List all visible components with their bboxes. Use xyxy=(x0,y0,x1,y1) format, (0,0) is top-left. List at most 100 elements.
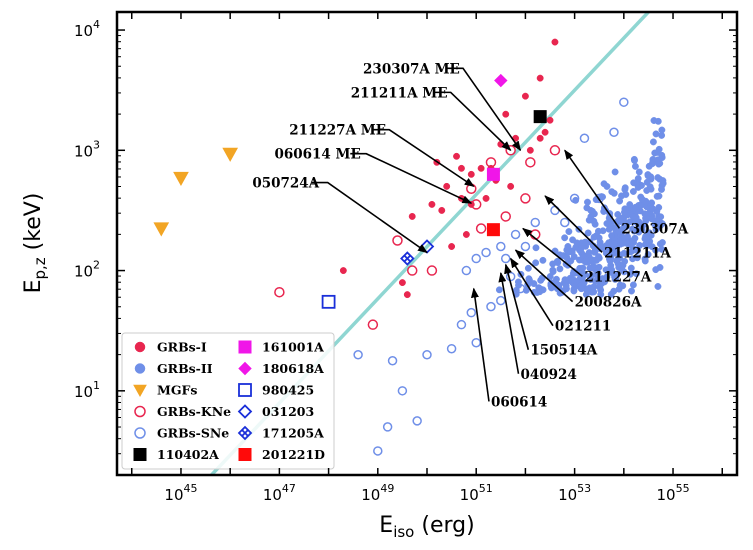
data-point xyxy=(655,160,663,168)
data-point xyxy=(546,116,554,124)
data-point xyxy=(607,219,615,227)
annotations-layer: 230307A ME 211211A ME 211227A ME 060614 ME 0… xyxy=(252,61,688,410)
legend-marker-171205A xyxy=(237,425,253,441)
data-point xyxy=(443,182,451,190)
annotation-230307A-ME: 230307A ME xyxy=(363,61,460,77)
data-point xyxy=(398,279,406,287)
legend-label-180618A: 180618A xyxy=(262,361,324,376)
legend-label-MGFs: MGFs xyxy=(157,383,197,398)
annotation-arrow xyxy=(470,287,490,402)
data-point xyxy=(520,193,531,204)
data-point xyxy=(620,249,628,257)
data-point xyxy=(153,222,170,237)
series-mgfs xyxy=(153,147,239,237)
data-point xyxy=(642,197,650,205)
data-point xyxy=(627,248,635,256)
data-point xyxy=(573,239,581,247)
data-point xyxy=(500,211,511,222)
x-tick-label: 1047 xyxy=(263,482,296,504)
data-point xyxy=(541,128,549,136)
point-171205A xyxy=(400,251,415,266)
data-point xyxy=(428,200,436,208)
data-point xyxy=(556,265,564,273)
data-point xyxy=(581,270,589,278)
point-161001A xyxy=(486,167,500,181)
data-point xyxy=(422,349,432,360)
data-point xyxy=(631,157,638,164)
data-point xyxy=(461,265,472,276)
data-point xyxy=(616,197,624,205)
points-layer xyxy=(153,38,667,456)
data-point xyxy=(579,133,590,144)
data-point xyxy=(569,193,580,204)
data-point xyxy=(353,349,363,360)
data-point xyxy=(477,164,485,172)
data-point xyxy=(507,182,515,190)
data-point xyxy=(588,264,596,272)
data-point xyxy=(521,92,529,100)
data-point xyxy=(599,227,607,235)
data-point xyxy=(392,235,403,246)
data-point xyxy=(600,275,608,283)
legend-label-980425: 980425 xyxy=(262,383,314,398)
data-point xyxy=(590,288,598,296)
legend-marker-110402A xyxy=(133,448,147,461)
legend-marker-201221D xyxy=(238,448,252,461)
x-axis-label: Eiso (erg) xyxy=(379,513,474,541)
series-grbs-i xyxy=(339,38,559,299)
data-point xyxy=(655,192,663,200)
data-point xyxy=(621,208,628,216)
data-point xyxy=(632,214,640,222)
legend-marker-GRBs-KNe xyxy=(134,405,146,418)
data-point xyxy=(600,180,608,188)
data-point xyxy=(403,291,411,299)
annotation-arrow xyxy=(434,91,512,151)
data-point xyxy=(635,228,643,236)
y-axis-label: Ep,z (keV) xyxy=(21,193,49,294)
data-point xyxy=(608,188,616,196)
data-point xyxy=(339,267,347,275)
annotation-211227A-ME: 211227A ME xyxy=(289,123,386,139)
annotation-211211A: 211211A xyxy=(604,245,671,261)
data-point xyxy=(645,231,652,239)
data-point xyxy=(515,283,526,294)
data-point xyxy=(554,259,562,267)
data-point xyxy=(658,151,666,159)
annotation-arrow xyxy=(564,149,621,229)
data-point xyxy=(647,185,655,193)
annotation-arrow xyxy=(544,195,603,253)
data-point xyxy=(475,223,487,234)
data-point xyxy=(621,257,629,265)
legend-box xyxy=(121,332,335,470)
legend-marker-GRBs-II xyxy=(134,363,146,374)
data-point xyxy=(579,264,587,272)
data-point xyxy=(658,220,666,228)
annotation-021211: 021211 xyxy=(555,319,611,335)
series-grbs-ii xyxy=(495,117,667,298)
legend-marker-031203 xyxy=(237,404,253,419)
data-point xyxy=(539,256,547,264)
data-point xyxy=(453,152,460,160)
data-point xyxy=(624,233,631,241)
data-point xyxy=(446,343,457,354)
data-point xyxy=(642,240,649,248)
data-point xyxy=(610,249,618,257)
data-point xyxy=(621,186,629,193)
x-tick-label: 1045 xyxy=(164,482,197,504)
annotation-arrow xyxy=(311,181,428,254)
data-point xyxy=(373,446,383,456)
data-point xyxy=(470,199,482,210)
data-point xyxy=(525,276,533,284)
annotation-060614-ME: 060614 ME xyxy=(274,147,360,163)
data-point xyxy=(564,243,572,250)
data-point xyxy=(655,145,663,153)
data-point xyxy=(608,269,616,277)
data-point xyxy=(552,275,560,283)
legend-label-110402A: 110402A xyxy=(157,447,219,462)
annotation-050724A: 050724A xyxy=(252,176,319,192)
data-point xyxy=(644,171,652,179)
axis-ticks: 1045 1047 1049 1051 1053 1055 101 102 103 104 xyxy=(74,12,737,504)
data-point xyxy=(222,147,239,162)
y-tick-label: 103 xyxy=(74,138,100,160)
annotation-040924: 040924 xyxy=(520,367,576,383)
